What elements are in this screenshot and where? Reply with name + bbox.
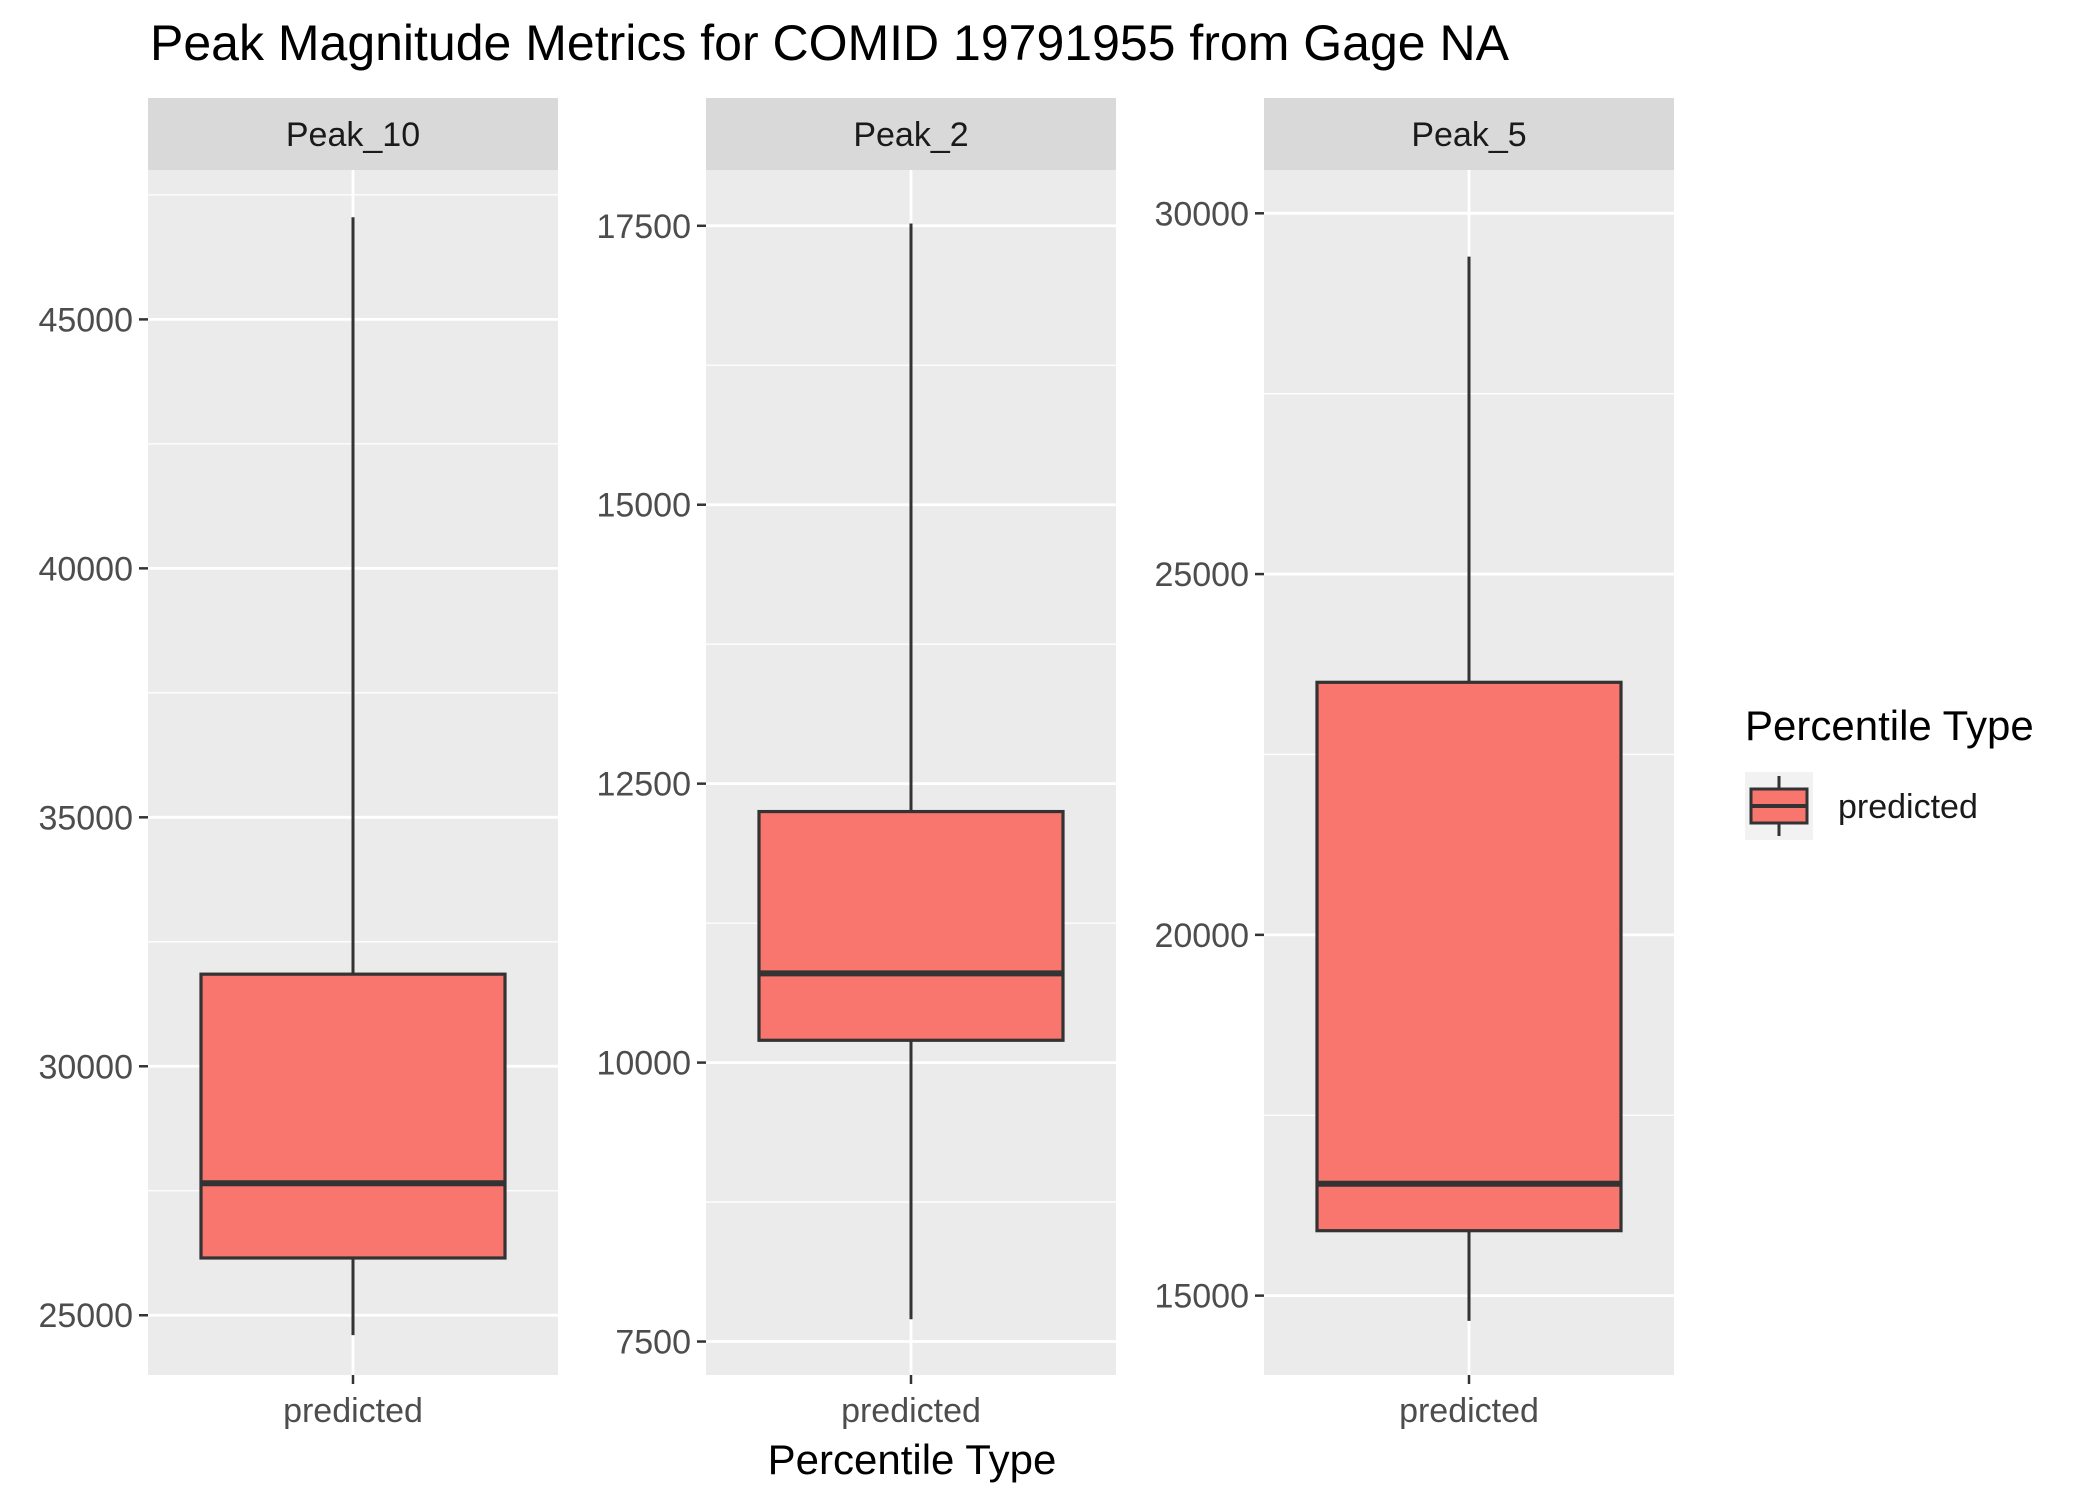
y-tick-label: 30000 [38, 1048, 133, 1086]
box-iqr [757, 809, 1065, 1042]
y-tick-label: 17500 [596, 208, 691, 246]
y-tick-label: 25000 [38, 1297, 133, 1335]
facet-strip [148, 98, 558, 170]
facet-panels: 25000 30000 35000 40000 45000 predicted Peak_1… [38, 98, 1674, 1430]
y-tick-label: 45000 [38, 301, 133, 339]
y-tick-label: 20000 [1154, 917, 1249, 955]
legend-title: Percentile Type [1745, 702, 2034, 749]
y-tick-label: 7500 [615, 1324, 691, 1362]
facet-strip-label: Peak_10 [286, 116, 420, 154]
facet-strip-label: Peak_5 [1411, 116, 1526, 154]
facet-strip [1264, 98, 1674, 170]
facet-peak-2: 7500 10000 12500 15000 17500 predicted Peak_2 [596, 98, 1116, 1430]
x-tick-label: predicted [841, 1392, 981, 1430]
chart-title: Peak Magnitude Metrics for COMID 1979195… [150, 15, 1510, 71]
y-tick-label: 35000 [38, 799, 133, 837]
facet-peak-5: 15000 20000 25000 30000 predicted Peak_5 [1154, 98, 1674, 1430]
x-axis-title: Percentile Type [768, 1436, 1057, 1483]
x-tick-label: predicted [283, 1392, 423, 1430]
y-tick-label: 10000 [596, 1045, 691, 1083]
legend-label-predicted: predicted [1838, 788, 1978, 826]
y-tick-label: 15000 [1154, 1278, 1249, 1316]
y-tick-label: 25000 [1154, 556, 1249, 594]
y-tick-label: 30000 [1154, 195, 1249, 233]
facet-peak-10: 25000 30000 35000 40000 45000 predicted Peak_1… [38, 98, 558, 1430]
y-tick-label: 40000 [38, 550, 133, 588]
legend: Percentile Type predicted [1745, 702, 2034, 840]
y-tick-label: 12500 [596, 766, 691, 804]
facet-strip [706, 98, 1116, 170]
box-iqr [1315, 680, 1623, 1233]
box-iqr [199, 972, 507, 1260]
x-tick-label: predicted [1399, 1392, 1539, 1430]
facet-strip-label: Peak_2 [853, 116, 968, 154]
y-tick-label: 15000 [596, 487, 691, 525]
